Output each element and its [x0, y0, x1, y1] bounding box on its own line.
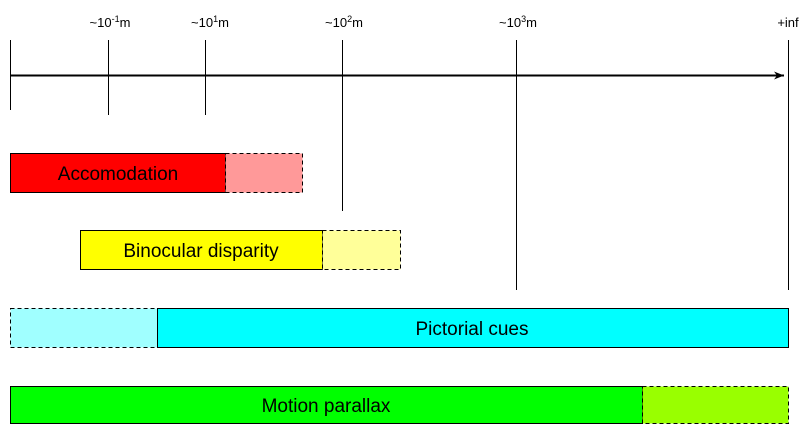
cue-label: Binocular disparity	[123, 241, 279, 262]
cue-label: Accomodation	[58, 164, 178, 185]
bar-solid	[10, 386, 643, 424]
bar-solid	[80, 230, 323, 270]
tick-label: +inf	[777, 15, 799, 30]
bar-dashed	[642, 386, 789, 424]
cue-label: Motion parallax	[262, 396, 391, 417]
cue-label: Pictorial cues	[416, 319, 529, 340]
tick-label: ~102m	[325, 14, 363, 30]
bar-dashed	[322, 230, 401, 270]
bar-dashed	[225, 153, 303, 193]
ticks	[10, 40, 789, 290]
bar-solid	[157, 308, 789, 348]
bar-dashed	[10, 308, 158, 348]
tick-label: ~103m	[499, 14, 537, 30]
bar-solid	[10, 153, 226, 193]
tick-label: ~101m	[191, 14, 229, 30]
tick-label: ~10-1m	[90, 14, 131, 30]
